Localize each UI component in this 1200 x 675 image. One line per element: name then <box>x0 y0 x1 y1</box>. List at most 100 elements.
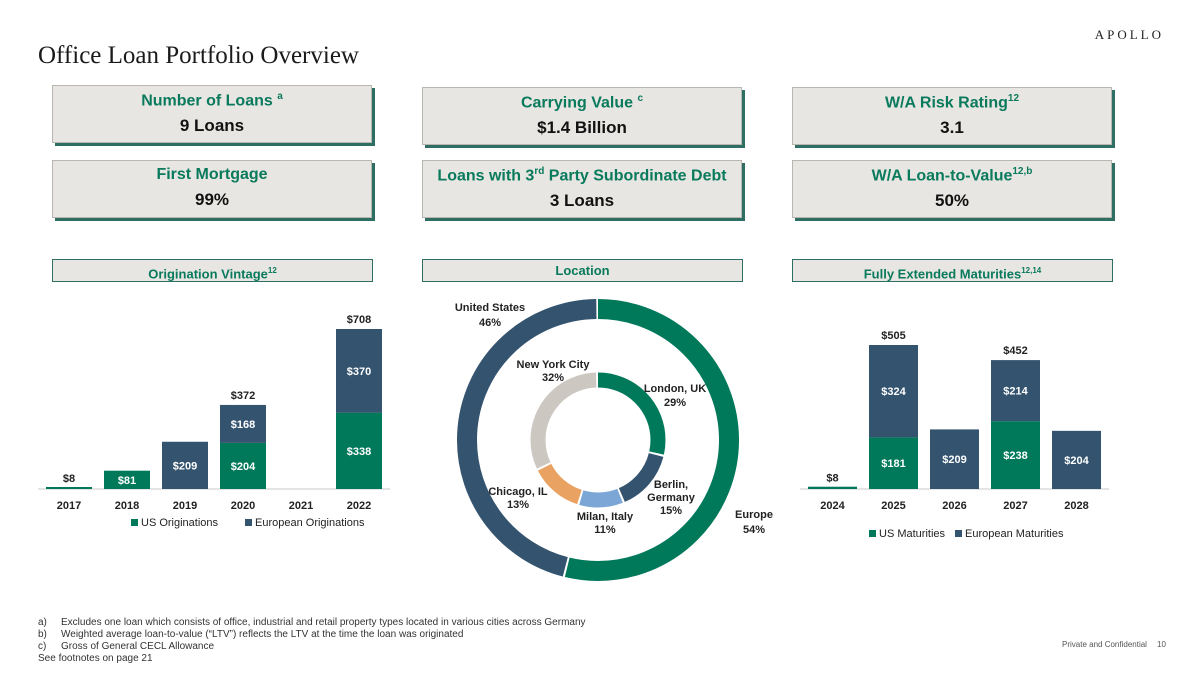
kpi-risk-rating: W/A Risk Rating12 3.1 <box>792 87 1112 145</box>
data-label-us-2017: $8 <box>63 473 75 485</box>
kpi-value: 3.1 <box>940 118 964 138</box>
total-label-2025: $505 <box>881 330 905 342</box>
data-label-europe-2025: $324 <box>881 386 906 398</box>
apollo-logo: APOLLO <box>1094 27 1164 42</box>
data-label-europe-2027: $214 <box>1003 386 1028 398</box>
outer-slice-0 <box>457 299 739 581</box>
kpi-value: 50% <box>934 191 970 211</box>
inner-label-berlin-1: Berlin, <box>654 479 688 491</box>
kpi-value: $1.4 Billion <box>537 118 627 138</box>
tick-label-2028: 2028 <box>1064 500 1088 512</box>
bar-europe-2026 <box>930 429 979 489</box>
inner-pct-chicago: 13% <box>507 499 529 511</box>
inner-label-berlin-2: Germany <box>647 492 696 504</box>
kpi-label: First Mortgage <box>156 166 268 183</box>
kpi-label: Number of Loans a <box>141 91 283 110</box>
data-label-us-2022: $338 <box>347 446 371 458</box>
tick-label-2024: 2024 <box>820 500 845 512</box>
tick-label-2025: 2025 <box>881 500 905 512</box>
outer-slice-1 <box>457 299 739 581</box>
outer-pct-us: 46% <box>479 317 501 329</box>
footnote: a) Excludes one loan which consists of of… <box>38 617 586 628</box>
bar-us-2017 <box>46 487 92 489</box>
data-label-us-2024: $8 <box>826 473 838 485</box>
data-label-us-2025: $181 <box>881 458 905 470</box>
bar-us-2018 <box>104 470 150 489</box>
outer-label-europe: Europe <box>735 509 773 521</box>
bar-us-2024 <box>808 486 857 489</box>
data-label-europe-2028: $204 <box>1064 455 1089 467</box>
inner-pct-nyc: 32% <box>542 372 564 384</box>
confidential-label: Private and Confidential <box>1062 640 1147 649</box>
legend-swatch-0 <box>869 530 876 537</box>
total-label-2020: $372 <box>231 390 255 402</box>
total-label-2022: $708 <box>347 314 371 326</box>
footnotes: a) Excludes one loan which consists of of… <box>38 617 586 665</box>
outer-label-us: United States <box>455 302 525 314</box>
legend-label-0: US Originations <box>141 517 219 529</box>
bar-us-2020 <box>220 442 266 489</box>
page-title: Office Loan Portfolio Overview <box>38 42 359 69</box>
tick-label-2017: 2017 <box>57 500 81 512</box>
kpi-label: Carrying Value c <box>520 93 644 112</box>
bar-us-2022 <box>336 412 382 489</box>
bar-us-2025 <box>869 437 918 489</box>
bar-europe-2028 <box>1052 430 1101 489</box>
location-donut-chart: United States 46% Europe 54% New York City32… <box>455 299 773 581</box>
bar-europe-2027 <box>991 360 1040 422</box>
bar-europe-2019 <box>162 441 208 489</box>
inner-label-nyc: New York City <box>517 359 591 371</box>
kpi-loan-to-value: W/A Loan-to-Value12,b 50% <box>792 160 1112 218</box>
data-label-europe-2020: $168 <box>231 419 255 431</box>
inner-label-milan: Milan, Italy <box>577 511 634 523</box>
tick-label-2026: 2026 <box>942 500 966 512</box>
tick-label-2019: 2019 <box>173 500 197 512</box>
tick-label-2027: 2027 <box>1003 500 1027 512</box>
total-label-2027: $452 <box>1003 345 1027 357</box>
legend-swatch-1 <box>245 519 252 526</box>
kpi-carrying-value: Carrying Value c $1.4 Billion <box>422 87 742 145</box>
inner-pct-milan: 11% <box>594 524 616 536</box>
legend-swatch-0 <box>131 519 138 526</box>
maturities-chart: $8 2024 $181 $324 $505 2025 $209 2026 $238 $214 $4… <box>800 330 1109 540</box>
kpi-number-of-loans: Number of Loans a 9 Loans <box>52 85 372 143</box>
data-label-us-2027: $238 <box>1003 450 1027 462</box>
kpi-subordinate-debt: Loans with 3rd Party Subordinate Debt 3 … <box>422 160 742 218</box>
legend-label-0: US Maturities <box>879 528 946 540</box>
kpi-value: 3 Loans <box>549 191 615 211</box>
outer-pct-europe: 54% <box>743 524 765 536</box>
data-label-us-2018: $81 <box>118 475 136 487</box>
bar-europe-2025 <box>869 345 918 438</box>
footnote: c) Gross of General CECL Allowance <box>38 641 215 652</box>
kpi-value: 99% <box>194 190 230 209</box>
inner-slice-4 <box>530 372 666 508</box>
tick-label-2020: 2020 <box>231 500 255 512</box>
bar-europe-2022 <box>336 329 382 413</box>
legend-label-1: European Maturities <box>965 528 1064 540</box>
tick-label-2022: 2022 <box>347 500 371 512</box>
page-number: 10 <box>1157 640 1166 649</box>
kpi-label: W/A Loan-to-Value12,b <box>871 166 1033 185</box>
inner-label-chicago: Chicago, IL <box>488 486 548 498</box>
inner-slice-0 <box>530 372 666 508</box>
origination-vintage-chart: $8 2017 $81 2018 $209 2019 $204 $168 $372 2020 202… <box>38 314 390 529</box>
legend-label-1: European Originations <box>255 517 365 529</box>
inner-slice-2 <box>530 372 666 508</box>
kpi-label: W/A Risk Rating12 <box>884 93 1020 112</box>
section-fully-extended-maturities: Fully Extended Maturities12,14 <box>792 259 1113 282</box>
data-label-us-2020: $204 <box>231 461 256 473</box>
data-label-europe-2026: $209 <box>942 454 966 466</box>
kpi-label: Loans with 3rd Party Subordinate Debt <box>437 166 727 185</box>
inner-label-london: London, UK <box>644 383 706 395</box>
kpi-value: 9 Loans <box>179 116 245 136</box>
legend-swatch-1 <box>955 530 962 537</box>
footnote: b) Weighted average loan-to-value (“LTV”)… <box>38 629 464 640</box>
tick-label-2018: 2018 <box>115 500 139 512</box>
data-label-europe-2022: $370 <box>347 366 371 378</box>
see-footnotes: See footnotes on page 21 <box>38 653 153 664</box>
bar-us-2027 <box>991 421 1040 489</box>
data-label-europe-2019: $209 <box>173 460 197 472</box>
kpi-first-mortgage: First Mortgage 99% <box>52 160 372 218</box>
inner-pct-berlin: 15% <box>660 505 682 517</box>
section-origination-vintage: Origination Vintage12 <box>52 259 373 282</box>
